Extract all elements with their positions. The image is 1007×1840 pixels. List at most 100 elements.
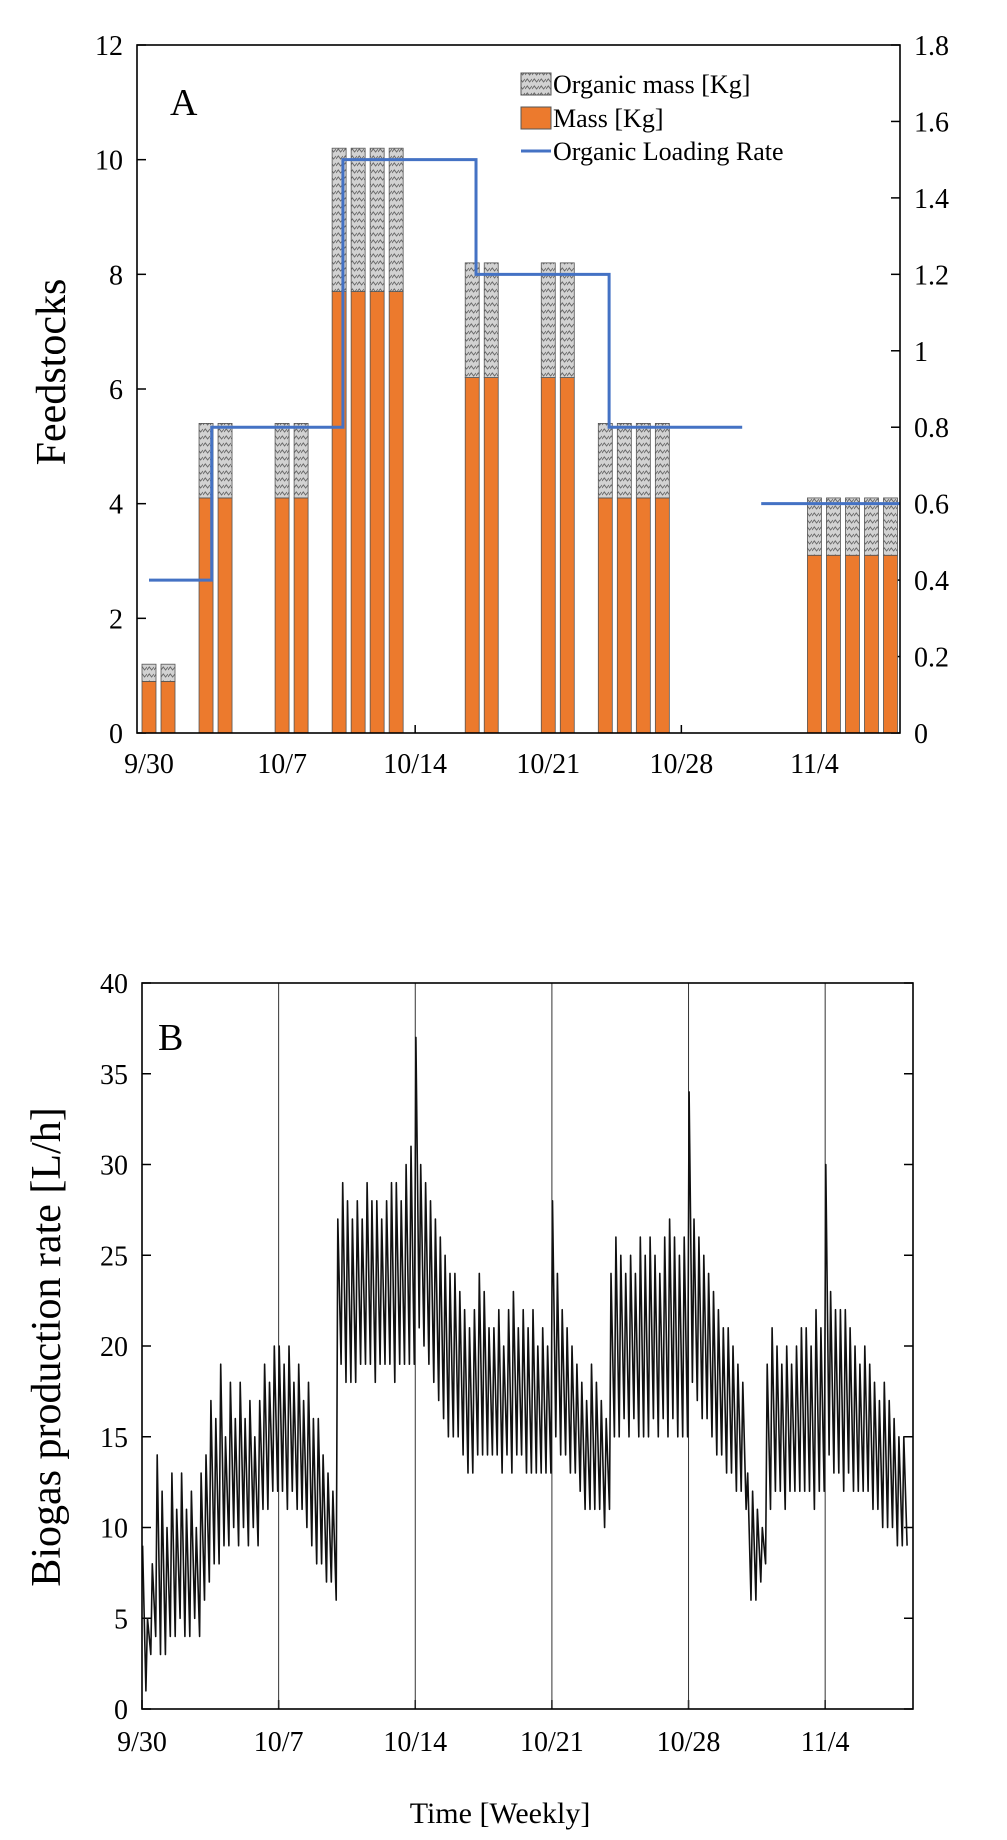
legend-organic-label: Organic mass [Kg] <box>553 70 750 99</box>
a-y2tick-label: 1.6 <box>914 107 949 138</box>
mass-bar <box>540 377 556 734</box>
mass-bar <box>217 497 233 734</box>
b-xtick-label: 10/14 <box>383 1727 447 1758</box>
legend-olr-label: Organic Loading Rate <box>553 137 784 166</box>
organic-mass-bar <box>635 422 651 499</box>
mass-bar <box>654 497 670 734</box>
organic-mass-bar <box>141 663 157 682</box>
b-ytick-label: 35 <box>100 1060 128 1091</box>
mass-bar <box>826 554 841 734</box>
b-ytick-label: 30 <box>100 1151 128 1182</box>
chart-b-ylabel: Biogas production rate [L/h] <box>24 1107 70 1586</box>
a-xtick-label: 10/21 <box>516 749 580 780</box>
b-xtick-label: 10/7 <box>254 1727 304 1758</box>
a-xtick-label: 11/4 <box>790 749 839 780</box>
olr-line <box>149 158 900 582</box>
b-ytick-label: 10 <box>100 1514 128 1545</box>
chart-b-xlabel: Time [Weekly] <box>410 1797 591 1830</box>
organic-mass-bar <box>483 262 499 378</box>
organic-mass-bar <box>350 147 366 292</box>
mass-bar <box>635 497 651 734</box>
mass-bar <box>160 681 176 734</box>
chart-b: B Biogas production rate [L/h] Time [Wee… <box>24 969 914 1830</box>
a-ytick-label: 2 <box>109 604 123 635</box>
a-ytick-label: 10 <box>95 146 123 177</box>
organic-mass-bar <box>616 422 632 499</box>
a-y2tick-label: 0.8 <box>914 413 949 444</box>
mass-bar <box>388 291 404 734</box>
organic-mass-bar <box>883 497 898 556</box>
mass-bar <box>464 377 480 734</box>
mass-bar <box>350 291 366 734</box>
organic-mass-bar <box>826 497 841 556</box>
a-ytick-label: 6 <box>109 375 123 406</box>
panel-a-label: A <box>170 82 198 124</box>
organic-mass-bar <box>807 497 822 556</box>
a-ytick-label: 4 <box>109 490 123 521</box>
b-xtick-label: 9/30 <box>117 1727 167 1758</box>
mass-bar <box>864 554 879 734</box>
chart-a-x-ticks: 9/30 10/7 10/14 10/21 10/28 11/4 <box>124 725 839 780</box>
a-ytick-label: 12 <box>95 31 123 62</box>
mass-bar <box>559 377 575 734</box>
b-ytick-label: 20 <box>100 1332 128 1363</box>
panel-b-label: B <box>158 1017 183 1059</box>
chart-a-ylabel: Feedstocks <box>29 279 75 466</box>
a-y2tick-label: 1.4 <box>914 184 949 215</box>
b-ytick-label: 0 <box>114 1695 128 1726</box>
mass-bar <box>845 554 860 734</box>
organic-mass-bar <box>388 147 404 292</box>
mass-bar <box>807 554 822 734</box>
b-ytick-label: 5 <box>114 1604 128 1635</box>
a-xtick-label: 10/7 <box>257 749 307 780</box>
mass-bar <box>616 497 632 734</box>
chart-a-y2-ticks: 0 0.2 0.4 0.6 0.8 1 1.2 1.4 1.6 1.8 <box>891 31 949 750</box>
a-xtick-label: 10/28 <box>649 749 713 780</box>
b-ytick-label: 40 <box>100 969 128 1000</box>
a-ytick-label: 8 <box>109 260 123 291</box>
mass-bar <box>597 497 613 734</box>
chart-a-bars <box>141 147 898 734</box>
a-xtick-label: 10/14 <box>383 749 447 780</box>
a-xtick-label: 9/30 <box>124 749 174 780</box>
a-y2tick-label: 0 <box>914 719 928 750</box>
a-y2tick-label: 0.4 <box>914 566 949 597</box>
legend-mass-swatch <box>520 106 552 130</box>
chart-a-legend: Organic mass [Kg] Mass [Kg] Organic Load… <box>520 70 784 166</box>
organic-mass-bar <box>654 422 670 499</box>
mass-bar <box>293 497 309 734</box>
organic-mass-bar <box>464 262 480 378</box>
mass-bar <box>483 377 499 734</box>
organic-mass-bar <box>293 422 309 499</box>
mass-bar <box>883 554 898 734</box>
legend-organic-swatch <box>520 72 552 96</box>
a-y2tick-label: 1 <box>914 337 928 368</box>
chart-b-x-ticks: 9/30 10/7 10/14 10/21 10/28 11/4 <box>117 1700 850 1758</box>
b-xtick-label: 11/4 <box>801 1727 850 1758</box>
b-ytick-label: 25 <box>100 1241 128 1272</box>
legend-mass-label: Mass [Kg] <box>553 104 664 133</box>
a-y2tick-label: 1.2 <box>914 260 949 291</box>
chart-a-y-ticks: 0 2 4 6 8 10 12 <box>95 31 146 750</box>
chart-b-frame <box>141 982 914 1710</box>
chart-a: A Feedstocks 0 2 4 6 8 10 12 0 0.2 0.4 0.6 0.8 1 1.2… <box>29 31 949 780</box>
organic-mass-bar <box>845 497 860 556</box>
organic-mass-bar <box>217 422 233 499</box>
chart-a-frame <box>136 44 901 734</box>
a-y2tick-label: 0.2 <box>914 643 949 674</box>
a-ytick-label: 0 <box>109 719 123 750</box>
a-y2tick-label: 1.8 <box>914 31 949 62</box>
organic-mass-bar <box>559 262 575 378</box>
b-ytick-label: 15 <box>100 1423 128 1454</box>
mass-bar <box>369 291 385 734</box>
organic-mass-bar <box>274 422 290 499</box>
organic-mass-bar <box>369 147 385 292</box>
organic-mass-bar <box>540 262 556 378</box>
b-xtick-label: 10/28 <box>657 1727 721 1758</box>
biogas-series-line <box>141 1036 908 1692</box>
organic-mass-bar <box>597 422 613 499</box>
b-xtick-label: 10/21 <box>520 1727 584 1758</box>
mass-bar <box>141 681 157 734</box>
chart-b-y-ticks: 0 5 10 15 20 25 30 35 40 <box>100 969 913 1726</box>
